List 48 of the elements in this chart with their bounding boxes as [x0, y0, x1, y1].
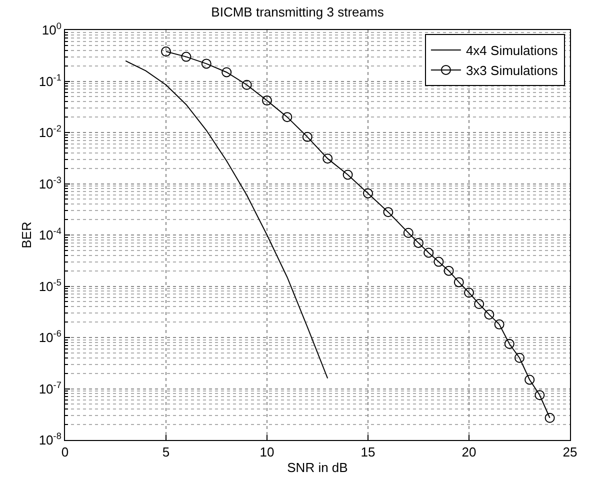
legend-label: 4x4 Simulations [466, 43, 558, 58]
point [494, 319, 504, 330]
point [342, 170, 353, 180]
y-tick-label: 10$^{-8}$ [38, 431, 62, 448]
point [383, 207, 394, 218]
legend-label: 3x3 Simulations [466, 63, 558, 78]
point [302, 132, 312, 142]
point [322, 154, 333, 164]
point [161, 46, 171, 57]
point [222, 67, 232, 78]
x-tick-label: 15 [360, 444, 376, 460]
point [524, 374, 535, 385]
point [454, 277, 464, 288]
x-tick-label: 25 [562, 444, 578, 460]
point [424, 248, 434, 258]
x-tick-label: 0 [61, 444, 69, 460]
point [282, 112, 292, 122]
point [181, 52, 192, 62]
y-tick-label: 10$^{-4}$ [38, 226, 62, 243]
point [363, 188, 373, 198]
point [242, 80, 252, 90]
y-tick-label: 10$^{-7}$ [38, 380, 62, 396]
x-axis-title: SNR in dB [287, 460, 348, 476]
point [504, 338, 514, 349]
y-tick-label: 10$^{-3}$ [38, 174, 62, 192]
point [414, 238, 424, 248]
point [484, 310, 494, 320]
x-tick-label: 10 [260, 444, 274, 460]
y-axis-title: BER [18, 222, 34, 248]
point [444, 266, 454, 276]
y-tick-label: 10$^{-1}$ [38, 72, 62, 89]
y-tick-label: 10$^{-6}$ [38, 328, 62, 346]
point [544, 412, 555, 423]
chart-title: BICMB transmitting 3 streams [211, 4, 384, 20]
x-tick-label: 20 [462, 444, 476, 460]
y-tick-label: 10$^{-5}$ [38, 277, 62, 294]
point [262, 96, 272, 106]
point [514, 352, 524, 363]
point [201, 58, 212, 69]
point [464, 288, 474, 298]
point [474, 299, 484, 310]
line-series [125, 60, 328, 379]
point [434, 256, 444, 267]
y-tick-label: 10$^{0}$ [42, 21, 62, 38]
point [403, 228, 414, 238]
x-tick-label: 5 [162, 444, 170, 460]
point [534, 390, 545, 400]
y-tick-label: 10$^{-2}$ [38, 124, 62, 140]
